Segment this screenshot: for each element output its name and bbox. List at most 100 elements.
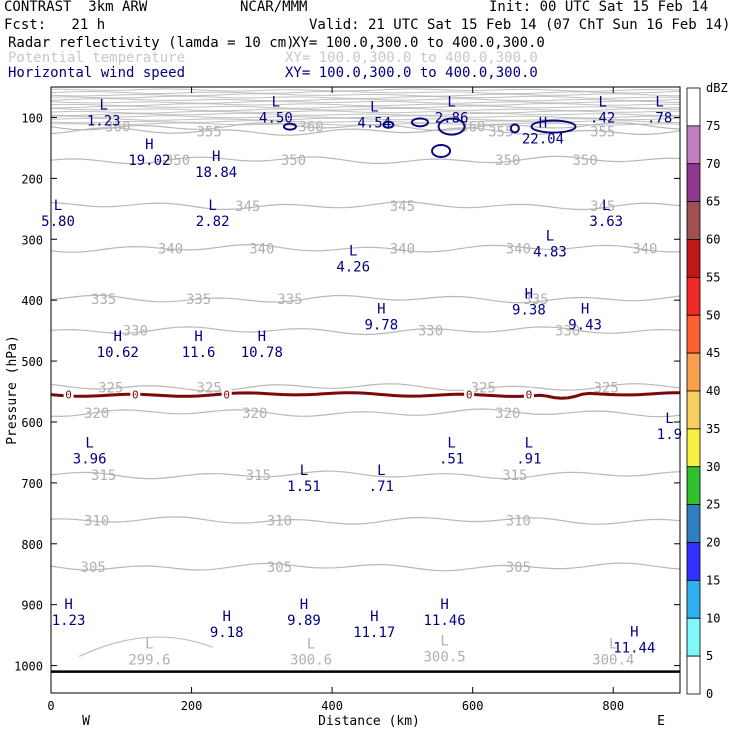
wind-extremum-value: 11.17	[353, 625, 395, 641]
colorbar-swatch	[686, 542, 701, 581]
isentrope-355-line	[50, 127, 681, 136]
theta-extremum-type: L	[440, 633, 448, 649]
y-tick-label: 700	[21, 477, 43, 491]
field-1-xy: XY= 100.0,300.0 to 400.0,300.0	[292, 35, 545, 51]
wind-extremum-value: 1.51	[287, 479, 321, 495]
isentrope-label: 320	[495, 406, 520, 422]
wind-extremum-type: L	[525, 435, 533, 451]
colorbar-swatch	[686, 617, 701, 657]
wind-contour-blob	[530, 119, 577, 134]
wind-extremum-type: H	[258, 329, 266, 345]
wind-extremum-type: H	[377, 301, 385, 317]
isentrope-label: 325	[471, 380, 496, 396]
isentrope-label: 340	[249, 241, 274, 257]
isentrope-label: 305	[81, 560, 106, 576]
isentrope-label: 320	[84, 406, 109, 422]
upper-isentrope-line	[50, 110, 680, 114]
upper-isentrope-line	[50, 107, 681, 112]
x-tick-label: 0	[47, 699, 54, 713]
wind-extremum-value: .71	[369, 479, 394, 495]
isentrope-label: 305	[506, 560, 531, 576]
colorbar-swatch	[686, 276, 701, 316]
colorbar-level-label: 60	[706, 233, 720, 247]
isentrope-label: 345	[390, 199, 415, 215]
isentrope-label: 335	[523, 292, 548, 308]
wind-extremum-type: L	[598, 94, 606, 110]
axes-layer: 100 200 300 400 500 600 700 800 900 1000 0 200 400 60…	[5, 86, 681, 729]
wind-extremum-type: H	[630, 624, 638, 640]
wind-extremum-value: .51	[439, 451, 464, 467]
upper-isentrope-line	[50, 120, 681, 124]
colorbar-level-label: 40	[706, 384, 720, 398]
isentrope-330-line	[50, 326, 681, 336]
wind-extremum-type: H	[194, 329, 202, 345]
isentrope-label: 350	[165, 153, 190, 169]
wind-extremum-type: H	[370, 609, 378, 625]
isentrope-label: 345	[590, 199, 615, 215]
freezing-level-label: 0	[65, 389, 72, 402]
upper-isentrope-line	[51, 115, 681, 119]
colorbar-level-label: 30	[706, 460, 720, 474]
model-title: CONTRAST 3km ARW	[4, 0, 148, 15]
theta-min-contour	[78, 636, 213, 657]
isentrope-label: 315	[502, 468, 527, 484]
wind-extremum-value: 1.23	[52, 613, 86, 629]
colorbar-swatch	[686, 352, 701, 392]
wind-extremum-type: L	[272, 94, 280, 110]
x-tick-label: 400	[321, 699, 343, 713]
freezing-level-layer: 0 0 0 0 0	[50, 387, 680, 402]
wind-extremum-type: H	[222, 609, 230, 625]
y-tick-label: 500	[21, 355, 43, 369]
upper-isentrope-line	[50, 100, 681, 104]
wind-extremum-type: H	[581, 301, 589, 317]
colorbar-swatch	[686, 163, 701, 203]
colorbar-level-label: 15	[706, 573, 720, 587]
wind-extremum-value: 2.86	[435, 110, 469, 126]
isentrope-label: 310	[267, 514, 292, 530]
wind-extremum-type: L	[546, 228, 554, 244]
wind-extremum-type: H	[145, 137, 153, 153]
isentrope-325-line	[50, 383, 681, 392]
theta-extremum-type: L	[145, 636, 153, 652]
colorbar-level-label: 20	[706, 536, 720, 550]
wind-extremum-value: 4.50	[259, 110, 293, 126]
isentrope-310-line	[50, 516, 681, 525]
theta-extremum-value: 299.6	[128, 652, 170, 668]
isentrope-315-line	[50, 470, 681, 480]
x-tick-label: 200	[181, 699, 203, 713]
freezing-label-bg	[221, 387, 232, 401]
wind-extrema-layer: L1.23L4.50L4.54L2.86L.42L.78H22.04H19.02…	[41, 94, 682, 656]
upper-isentrope-line	[50, 98, 681, 102]
freezing-level-label: 0	[132, 389, 139, 402]
wind-extremum-value: 9.18	[210, 625, 244, 641]
wind-extremum-value: 9.89	[287, 613, 321, 629]
colorbar-swatch	[686, 201, 701, 240]
upper-isentrope-line	[50, 105, 681, 109]
wind-extremum-value: 4.26	[336, 260, 370, 276]
y-tick-label: 300	[21, 233, 43, 247]
colorbar-swatch	[686, 504, 701, 543]
wind-extremum-value: 3.63	[589, 214, 623, 230]
wind-extremum-type: L	[447, 435, 455, 451]
wind-extremum-value: 9.78	[364, 317, 398, 333]
wind-extremum-type: H	[440, 597, 448, 613]
wind-extremum-type: H	[539, 116, 547, 132]
x-axis-label: Distance (km)	[318, 714, 420, 729]
isentrope-label: 355	[488, 124, 513, 140]
freezing-label-bg	[523, 387, 534, 401]
y-tick-label: 100	[21, 111, 43, 125]
wind-contour-blob	[437, 117, 466, 136]
isentrope-label: 325	[594, 380, 619, 396]
plot-frame	[50, 86, 681, 694]
field-2-name: Potential temperature	[8, 50, 186, 66]
wind-contour-blob	[509, 123, 520, 134]
wind-extremum-type: L	[377, 463, 385, 479]
isentrope-label: 335	[91, 292, 116, 308]
wind-extremum-value: 4.54	[357, 115, 391, 131]
isentrope-label: 325	[196, 380, 221, 396]
isentrope-label: 305	[267, 560, 292, 576]
y-tick-label: 400	[21, 294, 43, 308]
wind-extremum-value: 9.38	[512, 302, 546, 318]
wind-contour-blob	[382, 120, 395, 129]
